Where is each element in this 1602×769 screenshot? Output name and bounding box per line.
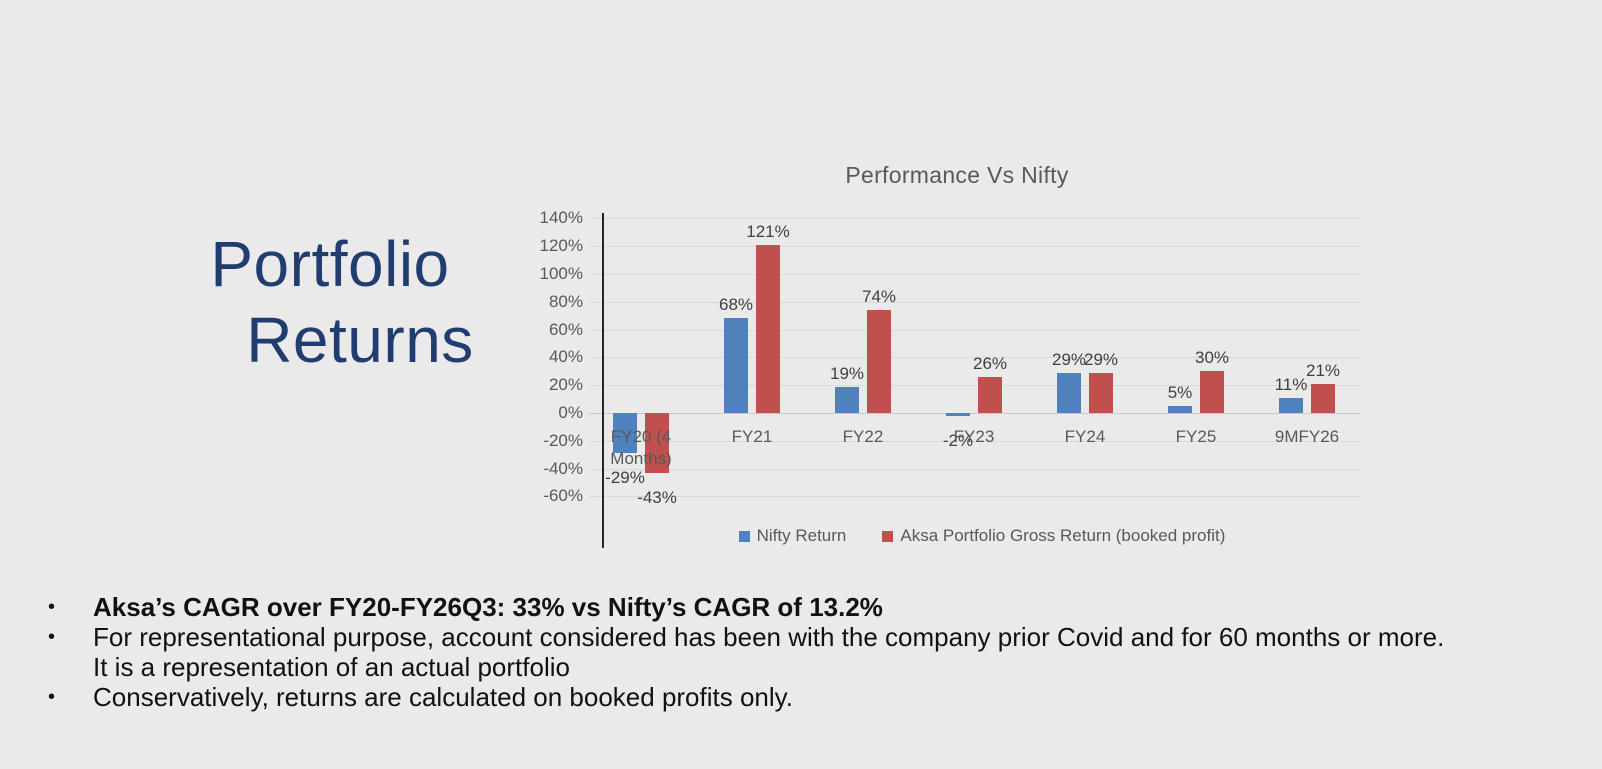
bar-nifty [724,318,748,413]
legend-item-aksa: Aksa Portfolio Gross Return (booked prof… [882,526,1225,546]
gridline [589,301,1360,303]
chart-legend: Nifty Return Aksa Portfolio Gross Return … [604,526,1360,546]
category-label: 9MFY26 [1274,427,1340,446]
gridline [589,246,1360,248]
gridline [589,468,1360,470]
data-label: 11% [1274,374,1308,394]
category-label: FY24 [1064,427,1106,446]
y-axis-tick-label: 80% [548,291,583,311]
bullet-text: Aksa’s CAGR over FY20-FY26Q3: 33% vs Nif… [93,592,883,622]
y-axis-tick-label: 60% [548,319,583,339]
bullet-list: • Aksa’s CAGR over FY20-FY26Q3: 33% vs Ni… [48,592,1588,712]
legend-swatch-icon [738,530,750,542]
category-label: FY20 (4 Months) [610,427,672,468]
data-label: -29% [605,468,645,488]
bar-aksa [1200,371,1224,413]
bar-aksa [645,413,669,473]
bullet-dot-icon: • [48,626,56,648]
data-label: 121% [746,221,790,241]
bar-nifty [835,386,859,413]
legend-label: Nifty Return [756,526,847,545]
page-title-line1: Portfolio [210,228,450,300]
category-label: FY23 [953,427,995,446]
gridline [589,329,1360,331]
gridline [589,218,1360,220]
legend-label: Aksa Portfolio Gross Return (booked prof… [900,526,1226,545]
gridline [589,274,1360,275]
data-label: 29% [1083,349,1119,369]
y-axis-tick-label: 100% [539,264,583,283]
bar-aksa [867,310,891,413]
bullet-text: For representational purpose, account co… [93,622,1445,682]
data-label: 74% [861,287,897,307]
category-label: FY25 [1175,427,1217,446]
bar-nifty [1057,372,1081,413]
gridline [589,440,1360,442]
bullet-text: Conservatively, returns are calculated o… [93,682,793,712]
data-label: 30% [1194,348,1230,368]
legend-item-nifty: Nifty Return [738,526,847,546]
y-axis-tick-label: -20% [543,430,583,450]
bar-nifty [1279,397,1303,413]
gridline [589,357,1360,359]
data-label: 5% [1167,383,1193,403]
bar-nifty [1168,406,1192,413]
gridline [589,385,1360,387]
data-label: 21% [1305,360,1341,380]
data-label: -2% [942,430,974,450]
chart-title: Performance Vs Nifty [845,162,1069,188]
page-title-line2: Returns [246,304,474,376]
y-axis-tick-label: 140% [539,208,583,228]
bar-aksa [978,376,1002,413]
category-label: FY21 [731,427,773,446]
data-label: -43% [637,487,677,507]
data-label: 68% [718,295,754,315]
gridline [589,496,1360,498]
y-axis-tick-label: 120% [539,236,583,256]
y-axis-tick-label: 40% [548,347,583,367]
bullet-item: • Aksa’s CAGR over FY20-FY26Q3: 33% vs Ni… [48,592,1588,622]
bar-nifty [946,413,970,416]
bullet-item: • For representational purpose, account c… [48,622,1588,682]
legend-swatch-icon [882,530,894,542]
category-label: FY22 [842,427,884,446]
bullet-item: • Conservatively, returns are calculated … [48,682,1588,712]
gridline [589,413,1360,414]
y-axis-tick-label: 20% [548,375,583,395]
bullet-dot-icon: • [48,596,56,618]
bullet-dot-icon: • [48,686,56,708]
bar-aksa [1089,372,1113,413]
bar-aksa [1311,383,1335,413]
bar-aksa [756,244,780,413]
bar-nifty [613,413,637,454]
data-label: 19% [829,363,865,383]
data-label: 26% [972,353,1008,373]
y-axis-tick-label: 0% [558,403,583,422]
data-label: 29% [1051,349,1087,369]
y-axis-line [602,213,604,548]
y-axis-tick-label: -40% [543,458,583,478]
y-axis-tick-label: -60% [543,486,583,506]
page-title: Portfolio Returns [108,226,552,378]
